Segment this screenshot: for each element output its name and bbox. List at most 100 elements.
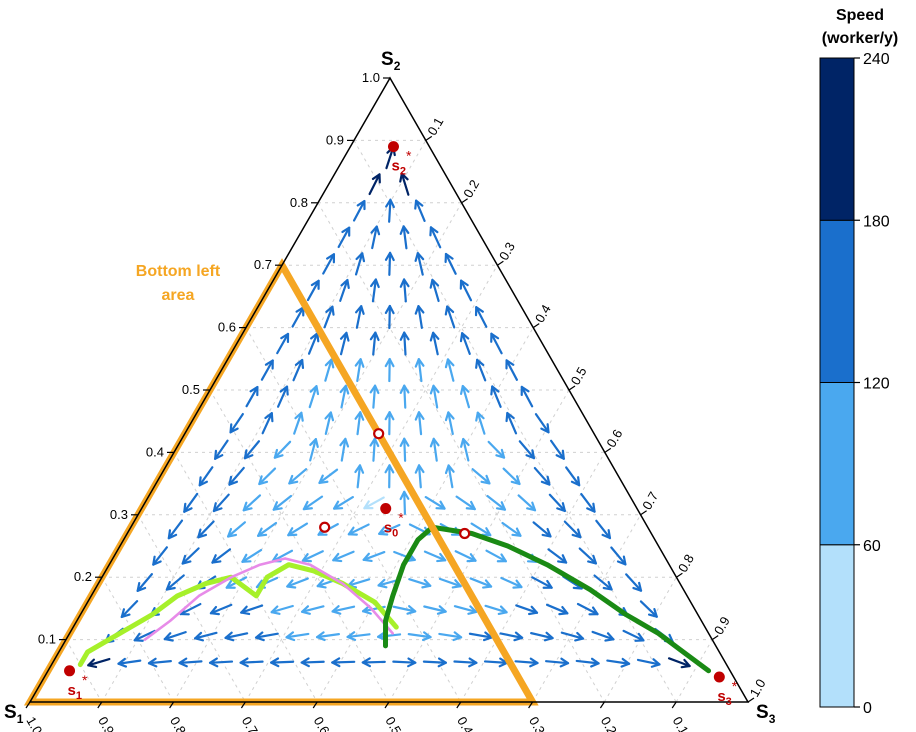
field-arrow-shaft (165, 574, 185, 591)
field-arrow-head (435, 500, 446, 510)
field-arrow-shaft (417, 358, 423, 383)
field-arrow-head (468, 657, 478, 668)
field-arrow-shaft (117, 659, 142, 665)
field-arrow (530, 631, 554, 642)
bottom-tick-mark (456, 701, 462, 709)
field-arrow-head (542, 579, 553, 589)
field-arrow-shaft (506, 411, 518, 435)
bottom-tick-mark (240, 701, 246, 709)
field-arrow (429, 437, 440, 462)
field-arrow (147, 657, 172, 668)
field-arrow (352, 199, 366, 222)
field-arrow-head (399, 490, 410, 501)
field-arrow-head (273, 448, 284, 459)
field-arrow-head (224, 631, 235, 642)
field-arrow (288, 468, 308, 485)
field-arrow (399, 331, 410, 356)
field-arrow-head (209, 605, 220, 616)
field-arrow (306, 279, 320, 302)
field-arrow (487, 440, 506, 459)
field-arrow (595, 519, 612, 540)
field-arrow-shaft (270, 660, 295, 664)
right-tick-mark (425, 135, 433, 141)
field-arrow-shaft (377, 633, 402, 638)
field-arrow (120, 600, 139, 619)
field-arrow (455, 495, 476, 511)
trajectory-2 (143, 557, 394, 641)
left-tick-label: 0.3 (110, 507, 128, 522)
field-arrow-shaft (293, 411, 303, 435)
field-arrow-head (333, 500, 344, 510)
field-arrow-shaft (461, 332, 471, 355)
field-arrow-head (249, 385, 259, 397)
field-arrow (610, 546, 627, 566)
field-arrow-shaft (414, 199, 426, 223)
field-arrow-head (444, 358, 455, 369)
field-arrow-head (647, 607, 658, 618)
field-arrow (576, 602, 599, 616)
field-arrow (444, 252, 457, 275)
field-arrow-shaft (309, 438, 317, 462)
field-arrow-shaft (300, 660, 325, 664)
bottom-tick-label: 0.9 (95, 714, 117, 732)
vertex-label-left: S1 (4, 702, 24, 726)
field-arrow-shaft (301, 605, 325, 613)
field-arrow (475, 358, 487, 382)
field-arrow-shaft (163, 631, 187, 641)
field-arrow-shaft (517, 494, 537, 512)
field-arrow (318, 468, 339, 485)
field-arrow-head (87, 658, 98, 669)
field-arrow-head (288, 474, 299, 485)
field-arrow (392, 657, 417, 668)
field-arrow-head (384, 411, 395, 421)
field-arrow-shaft (403, 331, 407, 356)
left-tick-label: 0.2 (74, 569, 92, 584)
field-arrow-head (325, 305, 335, 316)
field-arrow-shaft (333, 496, 354, 510)
field-arrow (459, 279, 473, 302)
field-arrow-head (558, 605, 569, 616)
field-arrow-head (541, 527, 552, 538)
field-arrow-shaft (152, 546, 168, 566)
field-arrow-head (354, 358, 365, 368)
field-arrow-shaft (371, 225, 378, 250)
field-arrow-shaft (548, 493, 566, 513)
field-arrow (414, 411, 425, 436)
field-arrow-shaft (403, 490, 407, 515)
field-arrow-head (167, 529, 178, 540)
field-arrow-shaft (354, 252, 364, 276)
field-arrow-shaft (270, 604, 294, 614)
field-arrow-head (384, 357, 395, 368)
field-arrow-shaft (87, 657, 111, 667)
field-arrow-shaft (475, 306, 488, 328)
field-arrow (181, 547, 200, 565)
grid-line (244, 264, 498, 703)
field-arrow (422, 657, 447, 668)
field-arrow-head (634, 632, 645, 642)
field-arrow-head (339, 331, 350, 342)
field-arrow-shaft (197, 520, 215, 539)
field-arrow-shaft (476, 358, 487, 382)
field-arrow-head (163, 632, 174, 642)
field-arrow (301, 550, 324, 563)
unstable-point (373, 428, 385, 440)
field-arrow-shaft (228, 466, 245, 486)
field-arrow-shaft (639, 600, 658, 618)
field-arrow-shaft (286, 577, 309, 588)
field-arrow (505, 359, 518, 381)
field-arrow-shaft (407, 633, 432, 639)
field-arrow-head (466, 553, 477, 563)
field-arrow-head (370, 278, 380, 289)
field-arrow (224, 631, 249, 642)
field-arrow (399, 437, 410, 462)
field-arrow (560, 631, 585, 642)
field-arrow (454, 550, 477, 563)
field-arrow-shaft (453, 660, 478, 664)
field-arrow (399, 225, 410, 250)
bottom-tick-mark (312, 701, 318, 709)
field-arrow-shaft (485, 549, 507, 563)
field-arrow-shaft (347, 578, 371, 587)
field-arrow-head (280, 332, 290, 344)
field-arrow-shaft (487, 440, 506, 459)
field-arrow (501, 521, 522, 537)
